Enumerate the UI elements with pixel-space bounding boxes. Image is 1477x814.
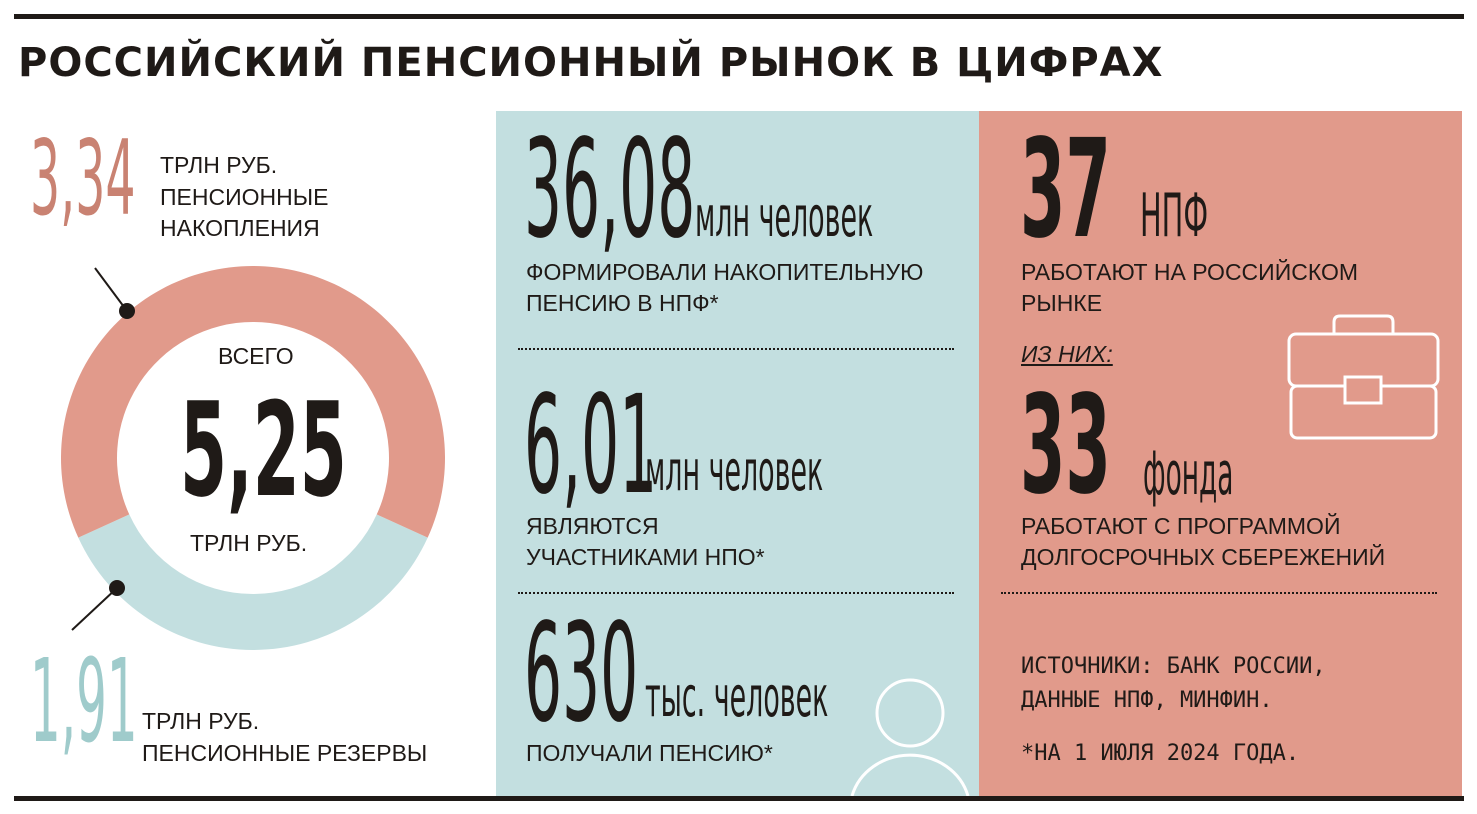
stat-unit-participants-savings: млн человек bbox=[695, 185, 874, 250]
panel-funds bbox=[979, 111, 1462, 796]
dotted-divider bbox=[518, 592, 954, 594]
stat-number-npo-participants: 6,01 bbox=[524, 367, 658, 525]
slice-unit-savings: ТРЛН РУБ. bbox=[160, 152, 278, 178]
sources-line: ДАННЫЕ НПФ, МИНФИН. bbox=[1021, 688, 1273, 713]
stat-unit-long-term-savings-funds: фонда bbox=[1143, 439, 1234, 509]
slice-value-savings: 3,34 bbox=[30, 119, 136, 239]
pointer-dot-reserves bbox=[109, 580, 125, 596]
stat-caption-line: ДОЛГОСРОЧНЫХ СБЕРЕЖЕНИЙ bbox=[1021, 544, 1386, 570]
stat-number-pension-recipients: 630 bbox=[524, 595, 639, 753]
pointer-line-savings bbox=[94, 267, 128, 312]
stat-caption-line: ЯВЛЯЮТСЯ bbox=[526, 513, 659, 539]
bottom-rule bbox=[14, 796, 1464, 801]
pointer-dot-savings bbox=[119, 303, 135, 319]
donut-center-value: 5,25 bbox=[180, 374, 347, 526]
footnote: *НА 1 ИЮЛЯ 2024 ГОДА. bbox=[1021, 741, 1300, 766]
stat-number-long-term-savings-funds: 33 bbox=[1020, 367, 1111, 525]
stat-caption-line: ПЕНСИЮ В НПФ* bbox=[526, 290, 719, 316]
dotted-divider bbox=[518, 348, 954, 350]
top-rule bbox=[14, 14, 1464, 19]
donut-center-unit: ТРЛН РУБ. bbox=[190, 530, 308, 556]
stat-unit-funds: НПФ bbox=[1140, 181, 1209, 251]
donut-chart bbox=[60, 266, 446, 650]
pointer-line-reserves bbox=[71, 587, 118, 631]
slice-label-savings: ПЕНСИОННЫЕ НАКОПЛЕНИЯ bbox=[160, 184, 329, 241]
stat-unit-npo-participants: млн человек bbox=[645, 439, 824, 504]
sources-line: ИСТОЧНИКИ: БАНК РОССИИ, bbox=[1021, 654, 1326, 679]
slice-value-reserves: 1,91 bbox=[30, 635, 138, 769]
of-them-label: ИЗ НИХ: bbox=[1021, 341, 1113, 367]
donut-slice-savings bbox=[60, 266, 446, 538]
stat-caption-line: РЫНКЕ bbox=[1021, 290, 1103, 316]
stat-number-participants-savings: 36,08 bbox=[524, 111, 696, 269]
slice-label-reserves: ПЕНСИОННЫЕ РЕЗЕРВЫ bbox=[142, 740, 428, 766]
stat-caption-line: УЧАСТНИКАМИ НПО* bbox=[526, 544, 765, 570]
stat-unit-pension-recipients: тыс. человек bbox=[645, 665, 829, 730]
donut-slice-reserves bbox=[78, 514, 428, 650]
stat-caption-line: ПОЛУЧАЛИ ПЕНСИЮ* bbox=[526, 740, 773, 766]
stat-number-funds: 37 bbox=[1020, 111, 1111, 269]
stat-caption-line: ФОРМИРОВАЛИ НАКОПИТЕЛЬНУЮ bbox=[526, 259, 924, 285]
stat-caption-line: РАБОТАЮТ С ПРОГРАММОЙ bbox=[1021, 513, 1341, 539]
page-title: РОССИЙСКИЙ ПЕНСИОННЫЙ РЫНОК В ЦИФРАХ bbox=[18, 40, 1164, 86]
stat-caption-line: РАБОТАЮТ НА РОССИЙСКОМ bbox=[1021, 259, 1359, 285]
donut-center-top-label: ВСЕГО bbox=[218, 343, 294, 369]
dotted-divider bbox=[1001, 592, 1437, 594]
slice-unit-reserves: ТРЛН РУБ. bbox=[142, 708, 260, 734]
